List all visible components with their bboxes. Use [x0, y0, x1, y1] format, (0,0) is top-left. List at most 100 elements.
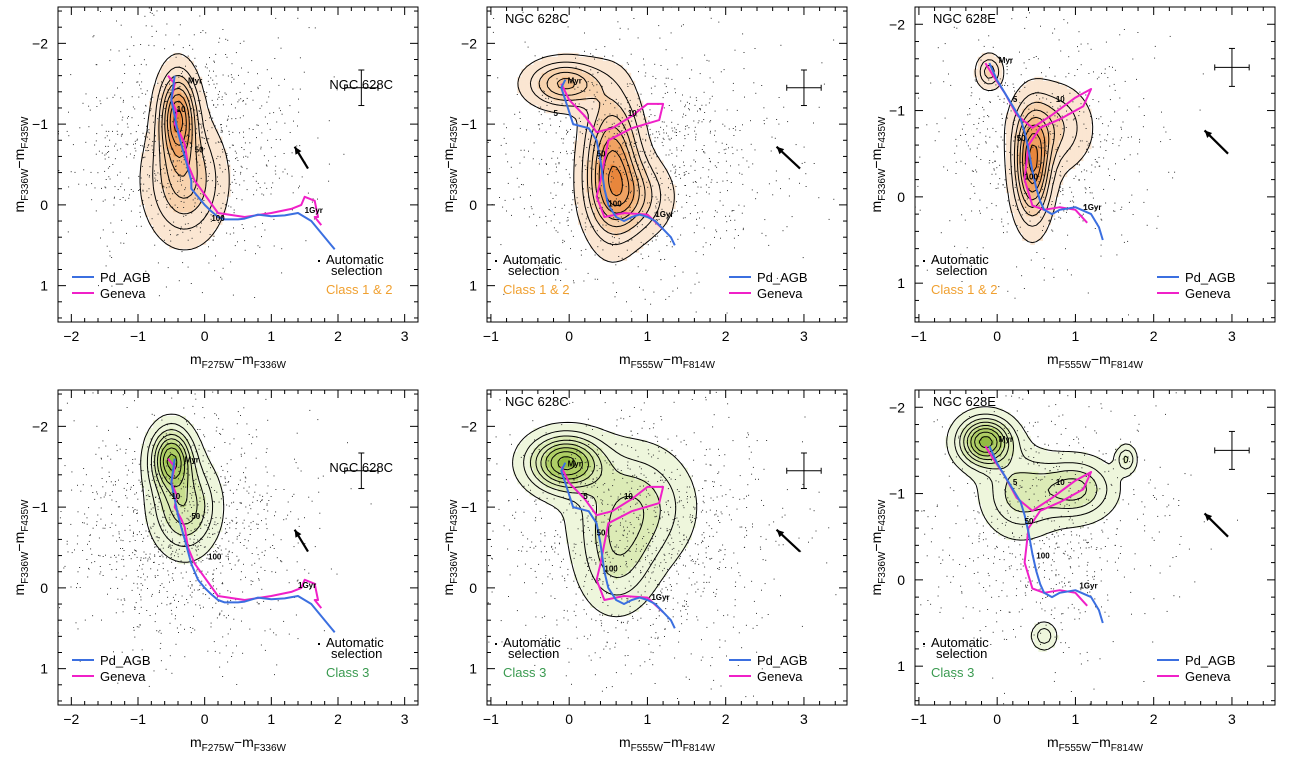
panel-top-middle: Myr5 10501001Gyr−1 0 1 2 3−2−101mF555W−mF814W… — [418, 0, 873, 371]
density-cell — [222, 165, 227, 170]
scatter-point — [683, 24, 684, 25]
scatter-point — [561, 262, 562, 263]
scatter-point — [681, 207, 682, 208]
scatter-point — [659, 219, 660, 220]
scatter-point — [161, 117, 162, 118]
scatter-point — [696, 150, 697, 151]
density-cell — [145, 200, 150, 205]
scatter-point — [730, 220, 731, 221]
scatter-point — [183, 207, 184, 208]
scatter-point — [197, 188, 198, 189]
scatter-point — [155, 141, 156, 142]
scatter-point — [591, 188, 592, 189]
scatter-point — [504, 124, 505, 125]
scatter-point — [646, 134, 647, 135]
scatter-point — [244, 83, 245, 84]
density-cell — [1034, 157, 1039, 162]
density-cell — [177, 121, 182, 126]
scatter-point — [105, 137, 106, 138]
scatter-point — [557, 182, 558, 183]
scatter-point — [636, 134, 637, 135]
scatter-point — [557, 78, 558, 79]
scatter-point — [177, 87, 178, 88]
scatter-point — [690, 213, 691, 214]
scatter-point — [706, 192, 707, 193]
density-cell — [586, 224, 591, 229]
density-cell — [145, 169, 150, 174]
density-cell — [1006, 161, 1011, 166]
x-tick-label: −2 — [63, 328, 79, 344]
scatter-point — [520, 197, 521, 198]
scatter-point — [586, 147, 587, 148]
scatter-point — [1079, 92, 1080, 93]
density-cell — [1063, 145, 1068, 150]
scatter-point — [209, 84, 210, 85]
scatter-point — [110, 49, 111, 50]
scatter-point — [1131, 136, 1132, 137]
density-cell — [1038, 153, 1043, 158]
density-cell — [173, 196, 178, 201]
density-cell — [198, 173, 203, 178]
scatter-point — [131, 211, 132, 212]
scatter-point — [1104, 139, 1105, 140]
scatter-point — [628, 198, 629, 199]
scatter-point — [544, 112, 545, 113]
scatter-point — [595, 96, 596, 97]
scatter-point — [995, 174, 996, 175]
density-cell — [631, 101, 636, 106]
scatter-point — [689, 196, 690, 197]
scatter-point — [217, 156, 218, 157]
density-cell — [206, 232, 211, 237]
scatter-point — [670, 150, 671, 151]
scatter-point — [234, 210, 235, 211]
scatter-point — [506, 143, 507, 144]
scatter-point — [684, 175, 685, 176]
scatter-point — [164, 164, 165, 165]
x-label-minus: − — [234, 351, 242, 367]
density-cell — [210, 184, 215, 189]
density-cell — [574, 173, 579, 178]
scatter-point — [191, 108, 192, 109]
scatter-point — [114, 197, 115, 198]
scatter-point — [709, 102, 710, 103]
scatter-point — [710, 133, 711, 134]
scatter-point — [674, 167, 675, 168]
scatter-point — [675, 92, 676, 93]
scatter-point — [98, 285, 99, 286]
scatter-point — [559, 162, 560, 163]
scatter-point — [627, 62, 628, 63]
scatter-point — [580, 121, 581, 122]
density-cell — [570, 57, 575, 62]
density-cell — [639, 113, 644, 118]
scatter-point — [267, 69, 268, 70]
scatter-point — [236, 157, 237, 158]
scatter-point — [508, 183, 509, 184]
scatter-point — [232, 145, 233, 146]
density-cell — [525, 81, 530, 86]
scatter-point — [1115, 163, 1116, 164]
scatter-point — [657, 173, 658, 174]
scatter-point — [133, 144, 134, 145]
density-cell — [586, 180, 591, 185]
scatter-point — [1139, 142, 1140, 143]
scatter-point — [1029, 12, 1030, 13]
scatter-point — [665, 93, 666, 94]
density-cell — [623, 81, 628, 86]
density-cell — [1006, 153, 1011, 158]
density-cell — [190, 69, 195, 74]
scatter-point — [1124, 29, 1125, 30]
scatter-point — [1074, 178, 1075, 179]
scatter-point — [113, 232, 114, 233]
scatter-point — [152, 141, 153, 142]
scatter-point — [241, 147, 242, 148]
scatter-point — [748, 167, 749, 168]
scatter-point — [696, 312, 697, 313]
scatter-point — [602, 225, 603, 226]
scatter-point — [106, 131, 107, 132]
scatter-point — [546, 163, 547, 164]
scatter-point — [720, 238, 721, 239]
scatter-point — [483, 81, 484, 82]
scatter-point — [1020, 227, 1021, 228]
scatter-point — [524, 157, 525, 158]
density-cell — [153, 89, 158, 94]
